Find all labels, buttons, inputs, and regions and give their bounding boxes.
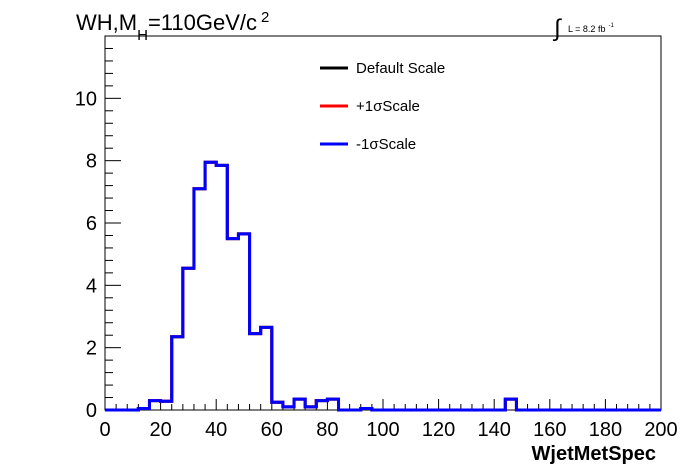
legend-label: Default Scale: [356, 60, 445, 77]
title-subscript: H: [137, 27, 148, 44]
x-tick-label: 80: [316, 419, 338, 441]
legend: Default Scale +1σScale -1σScale: [320, 60, 445, 153]
series-line-3: [105, 160, 661, 412]
y-tick-label: 6: [86, 213, 97, 235]
y-tick-label: 8: [86, 151, 97, 173]
y-tick-label: 4: [86, 275, 97, 297]
x-tick-label: 60: [261, 419, 283, 441]
series-line-2: [105, 160, 661, 412]
title-rest: =110GeV/c: [148, 10, 257, 35]
plot-frame: [104, 35, 662, 411]
x-tick-label: 200: [644, 419, 677, 441]
x-tick-label: 0: [99, 419, 110, 441]
y-axis: 0 2 4 6 8 10: [75, 35, 121, 422]
series-layer: [105, 160, 661, 412]
x-axis: 0 20 40 60 80 100 120 140 160 180 200: [99, 399, 678, 441]
legend-label: +1σScale: [356, 98, 420, 115]
x-tick-label: 120: [422, 419, 455, 441]
lumi-integral-symbol: ∫: [552, 15, 562, 42]
lumi-label: L = 8.2 fb -1: [568, 23, 614, 34]
x-tick-label: 100: [366, 419, 399, 441]
title-main: WH,M: [76, 10, 137, 35]
x-tick-label: 180: [589, 419, 622, 441]
x-tick-label: 20: [149, 419, 171, 441]
y-tick-label: 0: [86, 400, 97, 422]
y-tick-label: 2: [86, 338, 97, 360]
lumi-superscript: -1: [608, 23, 614, 29]
chart-title: WH,MH=110GeV/c 2: [76, 9, 269, 44]
y-tick-label: 10: [75, 88, 97, 110]
title-superscript: 2: [261, 9, 269, 26]
x-tick-label: 160: [533, 419, 566, 441]
x-tick-label: 40: [205, 419, 227, 441]
legend-label: -1σScale: [356, 136, 416, 153]
x-axis-label: WjetMetSpec: [532, 443, 656, 465]
x-tick-label: 140: [478, 419, 511, 441]
lumi-text: L = 8.2 fb: [568, 24, 605, 34]
series-line-1: [105, 160, 661, 412]
